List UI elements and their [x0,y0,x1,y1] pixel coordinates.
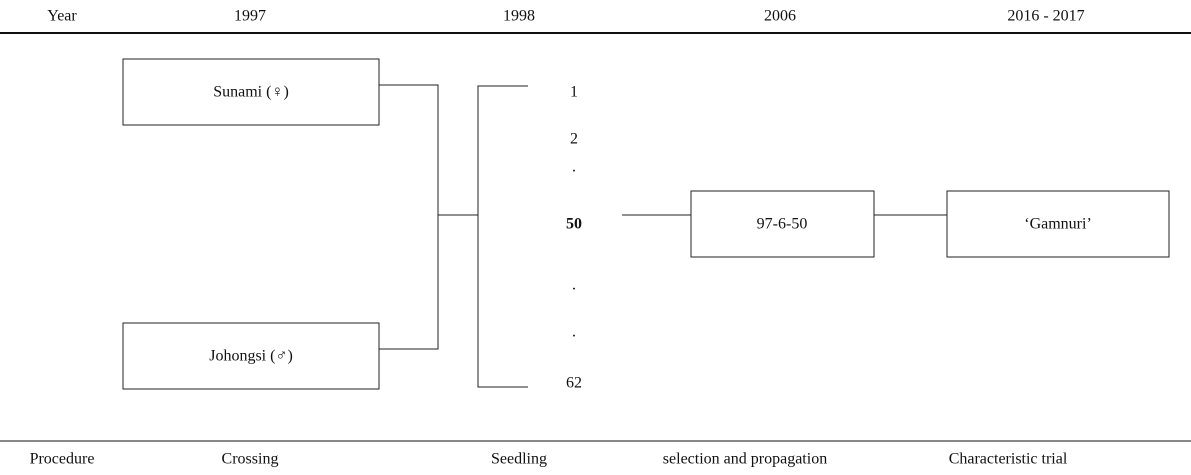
seedling-number: 50 [566,216,582,233]
footer-label: Seedling [491,451,547,468]
node-box [690,190,875,258]
connector [379,84,528,388]
seedling-number: 1 [570,84,578,101]
footer-label: selection and propagation [663,451,827,468]
node-label: Johongsi (♂) [209,348,293,365]
footer-label: Procedure [30,451,95,468]
seedling-number: . [572,159,576,176]
seedling-number: 62 [566,375,582,392]
header-label: 2016 - 2017 [1007,8,1084,25]
node-box [122,322,380,390]
node-box [946,190,1170,258]
node-label: ‘Gamnuri’ [1024,216,1092,233]
header-label: 1998 [503,8,535,25]
footer-label: Crossing [222,451,279,468]
header-label: 2006 [764,8,796,25]
seedling-number: . [572,277,576,294]
header-label: Year [47,8,77,25]
node-label: Sunami (♀) [213,84,289,101]
seedling-number: 2 [570,131,578,148]
node-label: 97-6-50 [757,216,808,233]
header-label: 1997 [234,8,266,25]
seedling-number: . [572,324,576,341]
footer-label: Characteristic trial [949,451,1068,468]
node-box [122,58,380,126]
